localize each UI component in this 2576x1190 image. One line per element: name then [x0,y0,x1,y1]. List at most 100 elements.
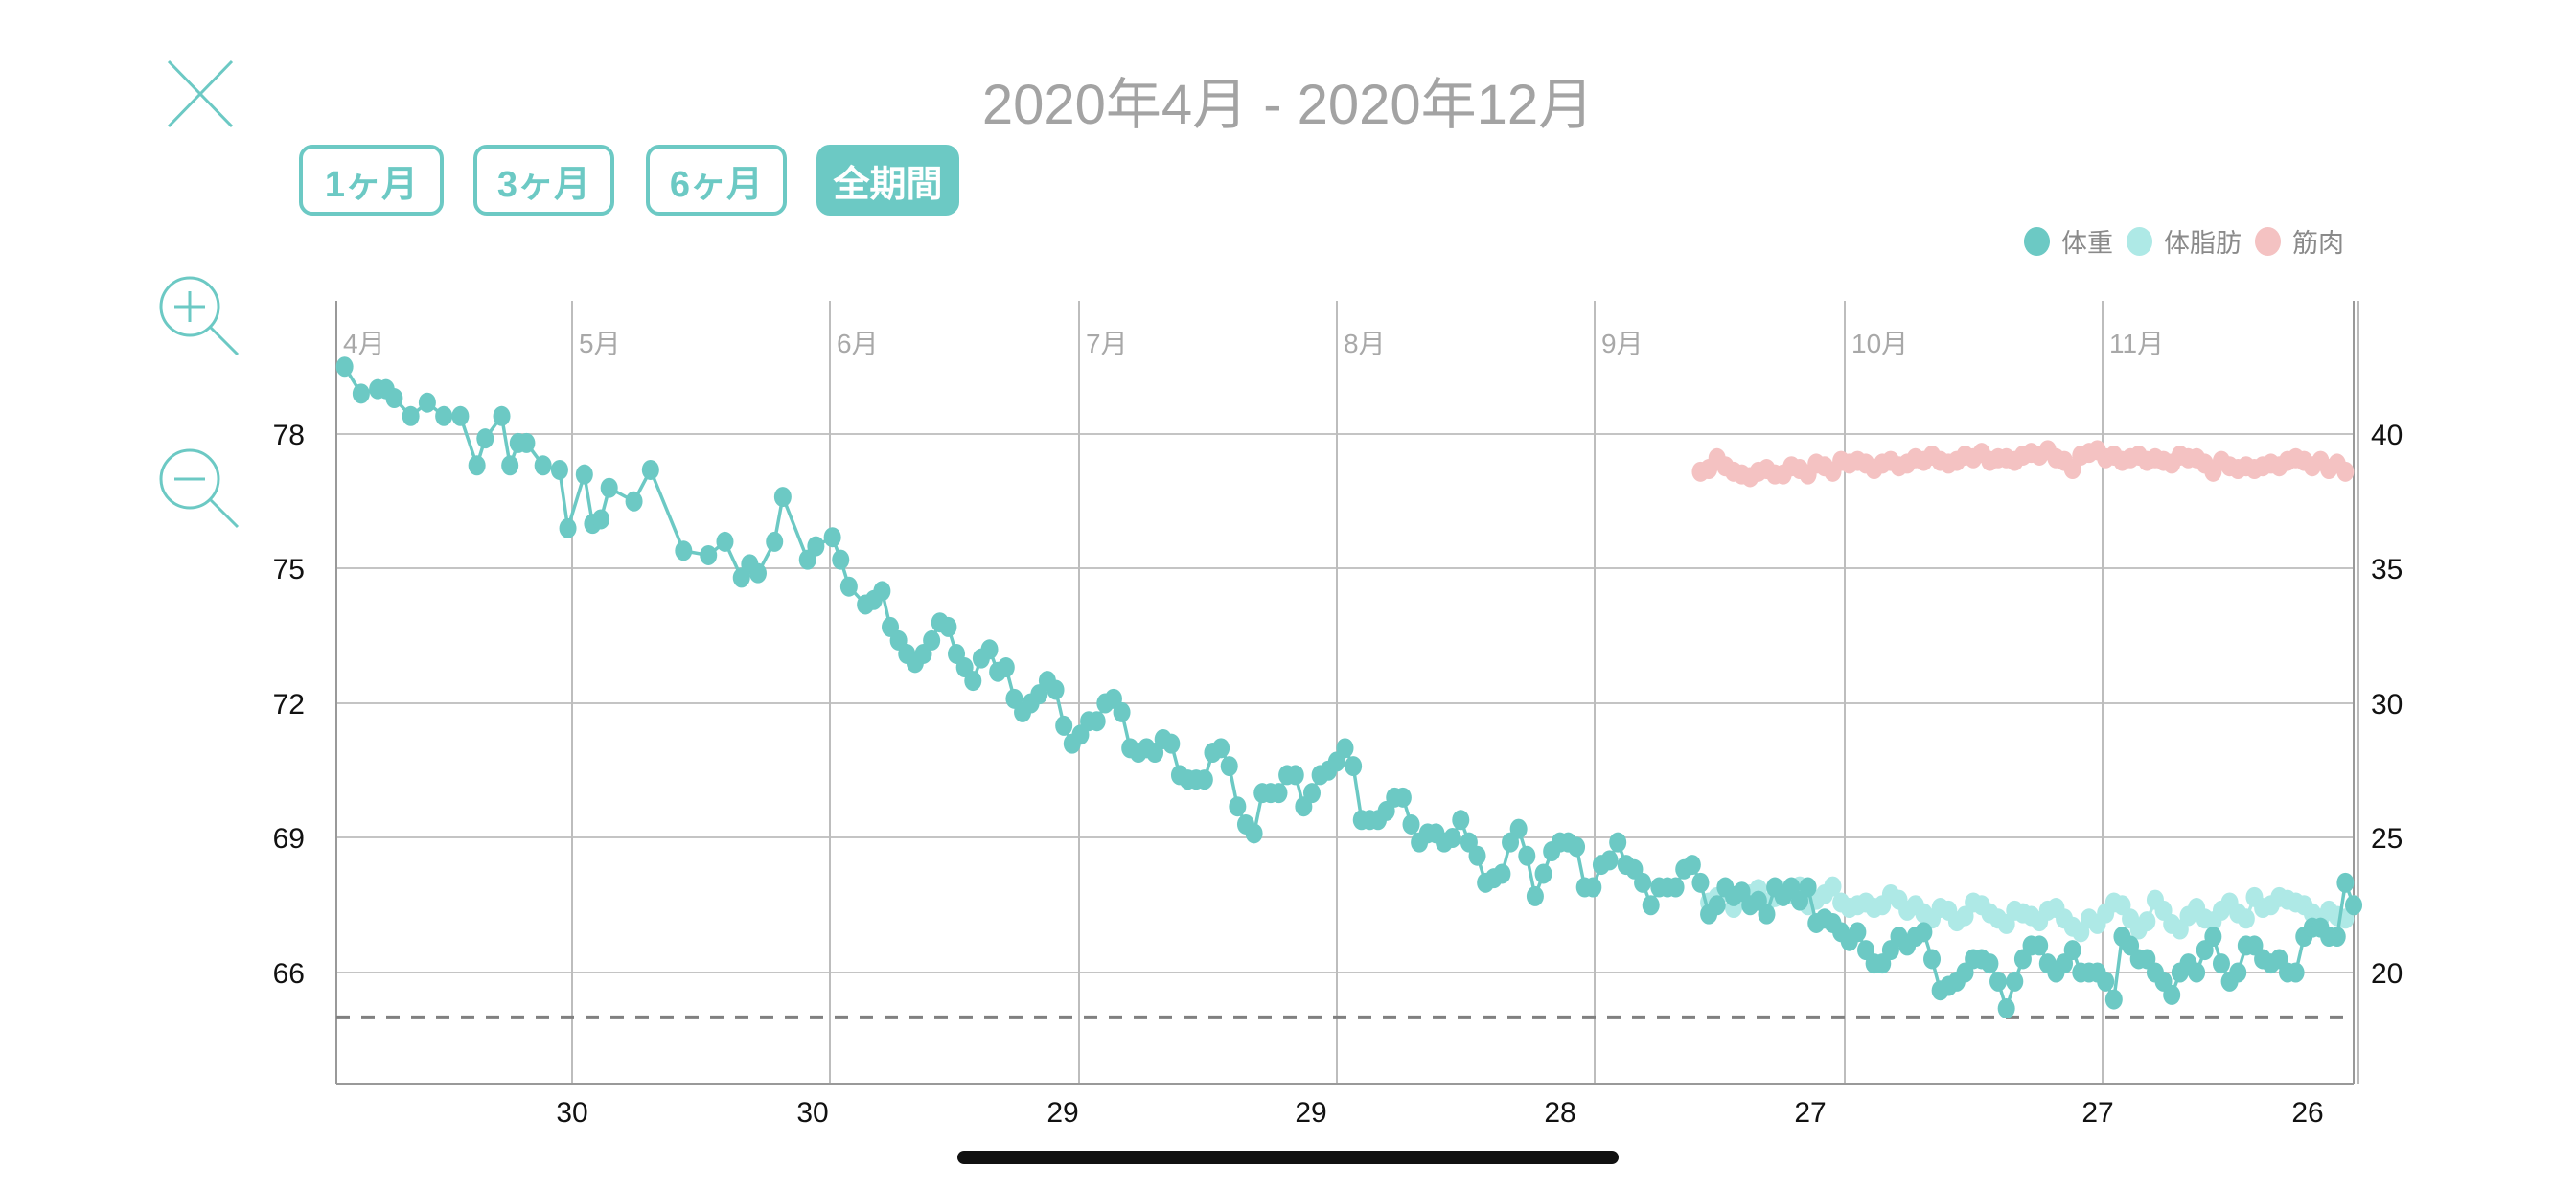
range-6-month-button[interactable]: 6ヶ月 [646,145,787,216]
weight-data-point[interactable] [2104,989,2123,1010]
weight-data-point[interactable] [335,356,354,378]
weight-data-point[interactable] [501,455,519,476]
weight-data-point[interactable] [1452,810,1470,831]
legend-muscle[interactable]: 筋肉 [2255,222,2344,260]
weight-data-point[interactable] [1270,783,1288,804]
weight-data-point[interactable] [1708,895,1726,916]
weight-data-point[interactable] [2229,962,2247,983]
weight-data-point[interactable] [1609,832,1627,853]
weight-data-point[interactable] [451,405,470,426]
weight-data-point[interactable] [823,527,841,548]
body-fat-data-point[interactable] [2237,908,2255,929]
weight-data-point[interactable] [534,455,552,476]
weight-data-point[interactable] [550,459,568,480]
weight-data-point[interactable] [773,487,792,508]
weight-data-point[interactable] [518,432,536,453]
range-all-button[interactable]: 全期間 [816,145,959,216]
weight-data-point[interactable] [939,616,957,637]
weight-data-point[interactable] [625,491,643,512]
weight-data-point[interactable] [1493,863,1511,884]
weight-data-point[interactable] [1683,855,1701,876]
weight-data-point[interactable] [1691,872,1710,893]
weight-data-point[interactable] [2345,895,2362,916]
weight-data-point[interactable] [2188,962,2206,983]
weight-data-point[interactable] [592,509,610,530]
weight-data-point[interactable] [1046,679,1065,700]
weight-data-point[interactable] [1212,738,1230,759]
weight-data-point[interactable] [1915,922,1933,943]
weight-data-point[interactable] [2163,984,2181,1005]
weight-data-point[interactable] [766,531,784,552]
weight-data-point[interactable] [2097,971,2115,992]
weight-data-point[interactable] [1345,756,1363,777]
weight-data-point[interactable] [1799,877,1817,898]
zoom-out-button[interactable] [157,446,243,533]
weight-data-point[interactable] [2204,927,2222,948]
weight-data-point[interactable] [1088,711,1106,732]
close-button[interactable] [165,59,236,128]
weight-data-point[interactable] [1600,850,1619,871]
weight-data-point[interactable] [1667,877,1685,898]
weight-data-point[interactable] [1997,997,2015,1018]
weight-data-point[interactable] [1849,922,1867,943]
weight-data-point[interactable] [1758,904,1776,925]
weight-data-point[interactable] [2336,872,2355,893]
weight-data-point[interactable] [1162,733,1181,754]
weight-data-point[interactable] [1195,769,1213,790]
legend-body-fat[interactable]: 体脂肪 [2127,222,2242,260]
weight-data-point[interactable] [807,536,825,557]
weight-data-point[interactable] [700,544,718,565]
weight-data-point[interactable] [832,549,850,570]
range-3-month-button[interactable]: 3ヶ月 [473,145,614,216]
weight-data-point[interactable] [1923,949,1942,970]
weight-data-point[interactable] [1393,787,1412,808]
weight-data-point[interactable] [980,639,999,660]
weight-data-point[interactable] [600,477,618,498]
weight-data-point[interactable] [2287,962,2305,983]
weight-data-point[interactable] [468,455,486,476]
muscle-data-point[interactable] [2336,461,2355,482]
weight-data-point[interactable] [1055,715,1073,736]
weight-data-point[interactable] [2031,935,2049,956]
weight-data-point[interactable] [1584,877,1602,898]
weight-data-point[interactable] [840,576,858,597]
weight-data-point[interactable] [1468,845,1486,866]
weight-data-point[interactable] [997,657,1015,678]
weight-data-point[interactable] [575,464,593,485]
weight-data-point[interactable] [1302,783,1321,804]
weight-data-point[interactable] [1220,756,1238,777]
home-indicator[interactable] [957,1151,1619,1164]
weight-data-point[interactable] [1981,953,1999,974]
weight-data-point[interactable] [716,531,734,552]
weight-data-point[interactable] [641,459,659,480]
weight-data-point[interactable] [873,581,891,602]
weight-data-point[interactable] [402,405,420,426]
weight-data-point[interactable] [923,629,941,651]
weight-data-point[interactable] [418,392,436,413]
body-fat-data-point[interactable] [1824,876,1842,897]
weight-data-point[interactable] [1642,895,1660,916]
weight-data-point[interactable] [1286,765,1304,786]
legend-weight[interactable]: 体重 [2024,222,2113,260]
weight-data-point[interactable] [493,405,511,426]
weight-data-point[interactable] [2006,971,2024,992]
weight-data-point[interactable] [1245,823,1263,844]
weight-data-point[interactable] [352,383,370,404]
weight-data-point[interactable] [1526,885,1544,906]
weight-data-point[interactable] [1336,738,1354,759]
weight-data-point[interactable] [1402,813,1420,835]
weight-data-point[interactable] [1443,828,1461,848]
weight-data-point[interactable] [435,405,453,426]
weight-data-point[interactable] [559,517,577,538]
body-fat-data-point[interactable] [2138,911,2156,932]
weight-data-point[interactable] [476,428,494,449]
range-1-month-button[interactable]: 1ヶ月 [299,145,444,216]
weight-data-point[interactable] [748,562,767,584]
weight-data-point[interactable] [1534,863,1552,884]
weight-data-point[interactable] [1113,701,1131,722]
weight-data-point[interactable] [385,388,403,409]
weight-data-point[interactable] [1990,971,2008,992]
weight-data-point[interactable] [2212,953,2230,974]
weight-data-point[interactable] [2328,927,2346,948]
